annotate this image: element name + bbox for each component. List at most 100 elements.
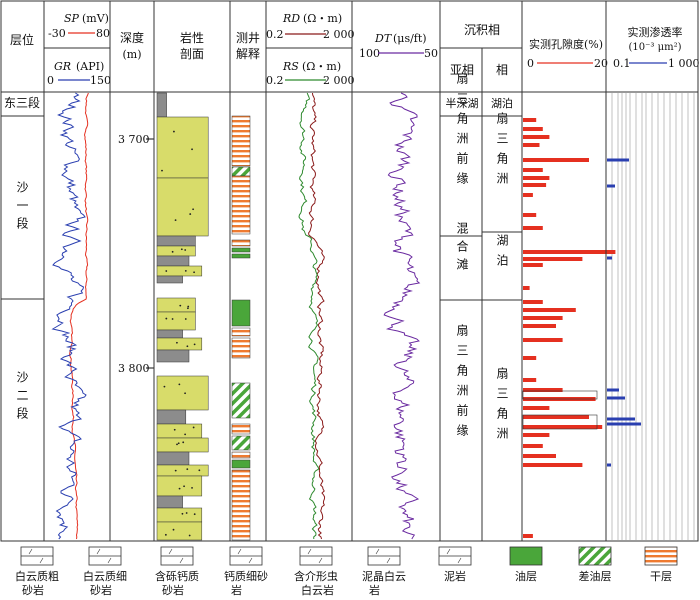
rd-curve [308,92,326,540]
permeability-unit: (10⁻³ μm²) [629,42,682,53]
lithology-grain [176,341,178,344]
legend-pattern-mark [96,548,101,555]
legend-label-pebbly-calcareous-sandstone: 含砾钙质 [155,569,199,583]
lithology-grain [183,485,185,488]
lithology-grain [184,249,187,251]
legend-pattern-mark [28,548,33,555]
subfacies-label-3: 混合滩 [455,222,469,276]
legend-label-dolomitic-fine-sandstone-cont: 砂岩 [90,583,112,597]
lithology-grain [189,213,192,215]
lithology-bed [156,464,209,477]
layer-label-dong3: 东三段 [4,95,40,110]
facies-label-1: 湖泊 [491,97,513,110]
lithology-bed [156,177,209,237]
sp-unit: (mV) [82,12,109,25]
lithology-bed [156,245,196,257]
rs-max: 2 000 [323,74,355,87]
lithology-bed [156,409,187,425]
legend-item-dry-layer: 干层 [644,546,678,583]
depth-tick-3800: 3 800 [118,362,150,375]
porosity-bar [523,257,583,261]
legend-label-calcareous-fine-sandstone-cont: 岩 [231,583,242,597]
porosity-bar [523,286,530,290]
lithology-bed [156,495,183,509]
porosity-bar [523,463,583,467]
dt-curve [383,92,421,540]
core-data-bars [522,118,641,538]
legend-pattern-mark [375,548,380,555]
legend-item-poor-oil-layer: 差油层 [578,546,612,583]
rd-unit: (Ω・m) [303,12,342,25]
porosity-bar [523,324,556,328]
porosity-bar [523,183,547,187]
lithology-grain [184,318,187,320]
lithology-grain [161,169,163,172]
interpretation-header-1: 测井 [236,31,260,45]
lithology-bed [156,116,209,179]
porosity-bar [523,308,576,312]
porosity-bar [523,388,563,392]
lithology-grain [174,219,177,222]
porosity-bar [523,454,556,458]
lithology-grain [193,271,195,274]
interpretation-bed-oil [231,247,251,253]
lithology-grain [184,392,186,395]
lithology-grain [184,269,187,272]
facies-labels: 半深湖 扇三角洲前缘 混合滩 扇三角洲前缘 湖泊 扇三角洲 湖泊 扇三角洲 [446,71,514,447]
lithology-bed [156,375,209,411]
lithology-bed [156,275,183,284]
porosity-bar [523,338,563,342]
lithology-grain [179,304,182,307]
gr-max: 150 [90,74,111,87]
legend-label-dolomitic-coarse-sandstone-cont: 砂岩 [22,583,44,597]
legend-pattern-mark [107,557,112,564]
depth-header: 深度 [120,30,144,45]
interpretation-bed-oil [231,459,251,469]
lithology-bed [156,475,203,497]
permeability-bar [607,388,619,392]
porosity-bar [523,534,533,538]
lithology-bed [156,349,190,363]
facies-label-4: 扇三角洲 [495,366,509,447]
permeability-bar [607,463,611,467]
legend: 白云质粗砂岩白云质细砂岩含砾钙质砂岩钙质细砂岩含介形虫白云岩泥晶白云岩泥岩 油层差… [15,546,678,597]
porosity-bar [523,135,550,139]
dt-label: DT [374,32,393,45]
legend-label-dry-layer: 干层 [650,570,672,583]
interpretation-bed-dry [231,327,251,337]
sp-max: 80 [96,27,110,40]
lithology-grain [182,441,185,444]
legend-pattern-mark [318,557,323,564]
porosity-bar [523,127,543,131]
frame-lines [0,0,699,542]
subfacies-header: 亚相 [450,63,474,77]
sp-label: SP [64,12,80,25]
lithology-header-2: 剖面 [180,47,204,61]
permeability-bar [607,256,612,260]
permeability-max: 1 000 [668,57,700,70]
lithology-grain [198,469,201,472]
lithology-grain [171,250,174,253]
lithology-grain [178,383,181,386]
legend-pattern-mark [457,557,462,564]
poor-oil-layer-icon [578,546,612,566]
facies-label-2: 扇三角洲 [495,111,509,192]
porosity-bar [523,263,543,267]
interpretation-bed-dry [231,451,251,459]
lithology-grain [180,248,183,251]
porosity-bar [523,213,537,217]
legend-pattern-mark [179,557,184,564]
lithology-grain [164,533,167,536]
oil-layer-icon [509,546,543,566]
porosity-bar [523,378,537,382]
lithology-grain [178,487,181,490]
lithology-grain [184,433,187,436]
rd-min: 0.2 [266,28,284,41]
lithology-bed [156,311,196,331]
layer-header: 层位 [10,32,34,47]
lithology-grain [176,443,178,446]
legend-label-poor-oil-layer: 差油层 [579,569,612,583]
